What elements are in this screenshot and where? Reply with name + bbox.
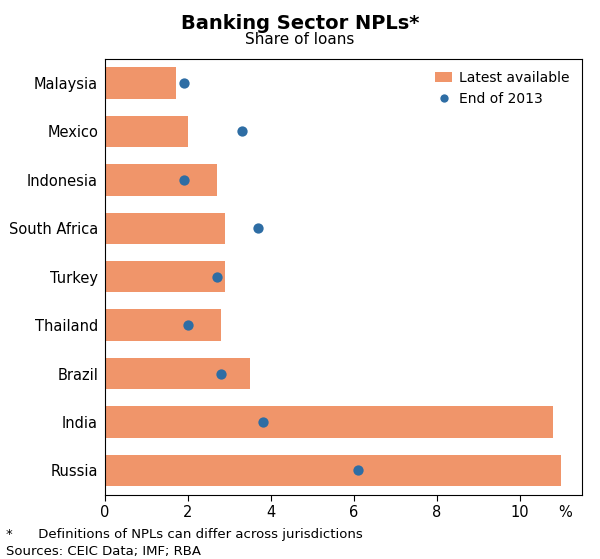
Point [217, 369, 226, 378]
Point [237, 127, 247, 136]
Text: *      Definitions of NPLs can differ across jurisdictions: * Definitions of NPLs can differ across … [6, 528, 363, 541]
Point [258, 418, 268, 427]
Point [179, 78, 188, 87]
Point [179, 176, 188, 184]
Text: Sources: CEIC Data; IMF; RBA: Sources: CEIC Data; IMF; RBA [6, 545, 201, 558]
Point [183, 321, 193, 330]
Bar [105, 212, 225, 244]
Bar [105, 164, 217, 196]
Bar [105, 406, 553, 438]
Bar [105, 455, 561, 486]
Bar [105, 358, 250, 389]
Bar [105, 310, 221, 341]
Bar [105, 116, 188, 147]
Point [254, 224, 263, 233]
Text: Banking Sector NPLs*: Banking Sector NPLs* [181, 14, 419, 33]
Point [353, 466, 363, 475]
Text: Share of loans: Share of loans [245, 32, 355, 48]
Legend: Latest available, End of 2013: Latest available, End of 2013 [430, 65, 575, 112]
Text: %: % [559, 505, 572, 520]
Bar [105, 261, 225, 292]
Bar [105, 67, 176, 98]
Point [212, 272, 222, 281]
